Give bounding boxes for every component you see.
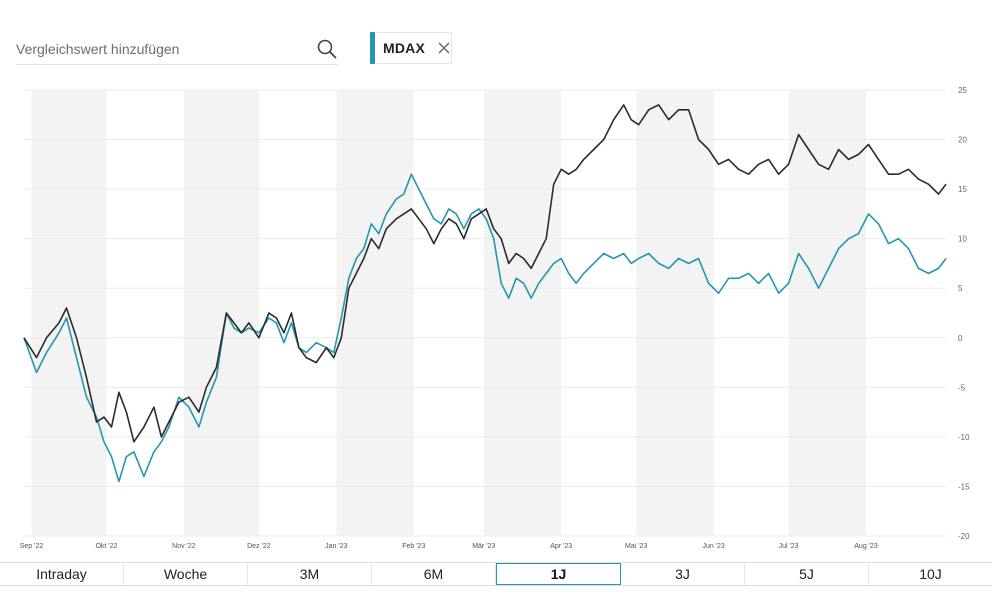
x-tick-label: Mär '23 <box>472 543 495 550</box>
y-tick-label: -15 <box>958 482 970 491</box>
search-icon[interactable] <box>316 38 338 60</box>
y-tick-label: 10 <box>958 235 967 244</box>
month-band <box>788 90 867 536</box>
x-tick-label: Feb '23 <box>402 543 425 550</box>
x-tick-label: Dez '22 <box>247 543 271 550</box>
y-tick-label: 0 <box>958 334 963 343</box>
compare-chip-label: MDAX <box>382 40 425 56</box>
x-tick-label: Jul '23 <box>779 543 799 550</box>
range-button-3j[interactable]: 3J <box>621 563 745 585</box>
month-band <box>636 90 714 536</box>
y-tick-label: 25 <box>958 86 967 95</box>
x-tick-label: Jun '23 <box>702 543 724 550</box>
y-tick-label: -5 <box>958 383 966 392</box>
x-tick-label: Nov '22 <box>172 543 196 550</box>
y-tick-label: -20 <box>958 532 970 541</box>
month-band <box>336 90 414 536</box>
range-button-3m[interactable]: 3M <box>248 563 372 585</box>
y-tick-label: -10 <box>958 433 970 442</box>
x-tick-label: Okt '22 <box>95 543 117 550</box>
range-button-intraday[interactable]: Intraday <box>0 563 124 585</box>
range-button-1j[interactable]: 1J <box>496 563 621 585</box>
compare-chip-mdax: MDAX <box>370 32 452 64</box>
y-tick-label: 15 <box>958 185 967 194</box>
y-tick-label: 20 <box>958 136 967 145</box>
series-line-main <box>23 104 947 443</box>
compare-search-input[interactable] <box>16 36 306 62</box>
x-axis-ticks: Sep '22 Okt '22 Nov '22 Dez '22 Jan '23 Feb '… <box>20 543 878 550</box>
range-button-5j[interactable]: 5J <box>745 563 869 585</box>
range-button-woche[interactable]: Woche <box>124 563 248 585</box>
x-tick-label: Apr '23 <box>550 543 572 550</box>
series-line-compare <box>23 173 947 483</box>
compare-search <box>16 36 338 65</box>
series-lines <box>23 104 947 483</box>
time-range-selector: Intraday Woche 3M 6M 1J 3J 5J 10J <box>0 562 992 586</box>
x-tick-label: Sep '22 <box>20 543 44 550</box>
month-bands <box>31 90 867 536</box>
y-tick-label: 5 <box>958 284 963 293</box>
close-icon[interactable] <box>437 41 451 55</box>
y-axis-ticks: 25 20 15 10 5 0 -5 -10 -15 -20 <box>958 86 970 541</box>
x-tick-label: Jan '23 <box>325 543 347 550</box>
x-tick-label: Mai '23 <box>625 543 647 550</box>
chip-color-marker <box>370 32 375 64</box>
month-band <box>183 90 259 536</box>
performance-chart: 25 20 15 10 5 0 -5 -10 -15 -20 Sep '22 Okt '22 Nov … <box>20 86 970 550</box>
range-button-6m[interactable]: 6M <box>372 563 496 585</box>
x-tick-label: Aug '23 <box>854 543 878 550</box>
range-button-10j[interactable]: 10J <box>919 566 942 582</box>
gridlines <box>24 89 946 537</box>
month-band <box>483 90 562 536</box>
